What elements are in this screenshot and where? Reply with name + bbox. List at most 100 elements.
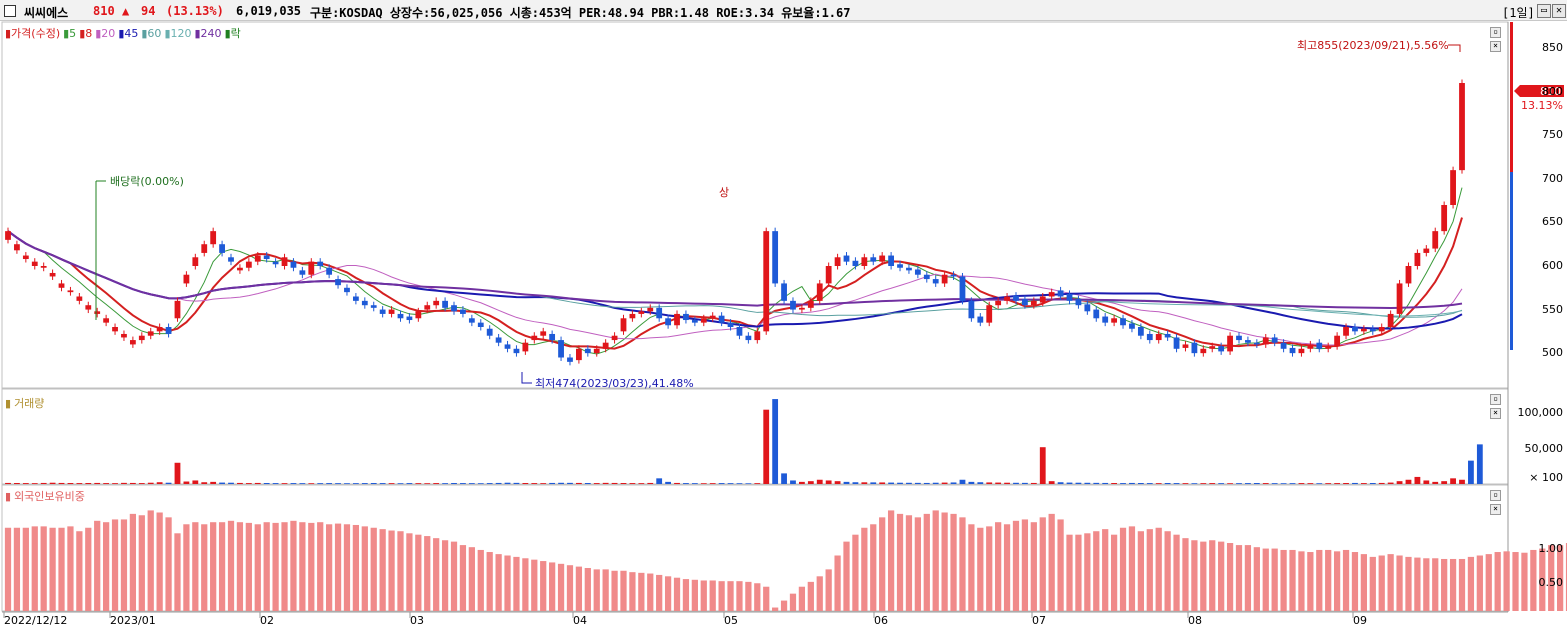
price-tick: 550 [1542,302,1563,316]
foreign-bar [1119,527,1127,611]
volume-bar [49,482,56,484]
foreign-bar [370,527,377,611]
foreign-bar [825,569,832,611]
foreign-bar [1280,549,1287,611]
volume-bar [1253,483,1260,484]
foreign-bar [1173,534,1180,611]
volume-bar [1182,483,1189,484]
volume-bar [1155,483,1162,484]
volume-bar [379,483,386,484]
foreign-bar [4,527,12,611]
candle-body [442,300,448,308]
volume-bar [700,483,707,484]
volume-bar [1450,478,1456,484]
volume-bar [388,483,395,484]
candle-body [335,279,341,286]
candle-body [754,331,761,341]
foreign-bar [1512,552,1519,611]
foreign-bar [540,561,547,611]
price-pane-buttons[interactable]: ▫× [1488,24,1512,52]
volume-bar [263,483,270,484]
volume-bars [5,399,1483,484]
foreign-bar [450,541,458,611]
foreign-bar [308,522,315,611]
candle-body [504,344,511,349]
volume-bar [5,482,11,484]
foreign-bar [424,536,431,611]
volume-bar [1441,481,1448,484]
foreign-bar [290,520,297,611]
candle-body [763,231,770,332]
candle-body [156,327,163,332]
candle-body [1378,327,1385,332]
foreign-bar [1102,529,1109,611]
foreign-bar [807,581,814,611]
candle-body [254,255,261,262]
candle-body [1271,337,1278,343]
candle-body [361,300,368,306]
volume-bar [995,482,1002,484]
candle-body [477,322,484,327]
foreign-pane-buttons[interactable]: ▫× [1488,487,1512,515]
foreign-bar [459,545,467,611]
volume-tick: 100,000 [1517,406,1564,420]
foreign-bar [718,581,725,611]
foreign-bar [870,524,877,611]
volume-bar [914,482,921,484]
foreign-bar [1521,552,1528,611]
foreign-bar [468,547,475,611]
volume-bar [477,483,484,484]
foreign-bar [941,512,948,611]
volume-bar [460,483,466,484]
candle-body [1432,231,1439,249]
candle-body [1200,348,1207,354]
volume-pane-buttons[interactable]: ▫× [1488,391,1512,419]
foreign-bar [1387,554,1394,611]
candle-body [781,283,787,301]
candle-body [513,348,520,354]
candle-body [1227,335,1233,352]
candle-body [1111,318,1118,323]
date-tick: 03 [410,614,424,627]
foreign-bar [406,533,413,611]
foreign-bar [638,572,645,611]
volume-bar [843,481,850,484]
candle-body [861,257,868,266]
candle-body [736,327,743,336]
foreign-bar [522,558,529,611]
maximize-icon[interactable]: ▭ [1537,4,1551,18]
foreign-bar [227,520,235,611]
foreign-bar [1218,541,1225,611]
period-selector[interactable]: [1일] [1502,6,1535,20]
foreign-bar [772,607,779,611]
foreign-bar [727,581,734,611]
volume-bar [326,483,333,484]
candle-body [879,255,886,262]
legend-item: ▮20 [95,27,116,40]
volume-bar [103,483,110,484]
select-checkbox[interactable] [4,5,16,17]
foreign-bar [31,526,38,611]
close-icon[interactable]: ✕ [1552,4,1566,18]
price-tick: 800 [1542,84,1563,98]
candle-body [1450,170,1456,205]
volume-bar [1227,483,1233,484]
moving-averages [7,187,1463,355]
candle-body [1209,346,1216,349]
candle-body [201,244,208,253]
candle-body [1307,344,1314,349]
foreign-bar [1003,524,1011,611]
high-annotation: 최고855(2023/09/21),5.56% [1297,39,1449,52]
candle-body [790,300,796,310]
volume-bar [245,483,252,484]
candle-body [1173,337,1180,349]
candle-body [914,269,921,275]
foreign-legend: ▮ 외국인보유비중 [5,490,85,503]
candle-body [1396,283,1403,314]
volume-bar [816,479,823,484]
foreign-bar [1191,540,1198,611]
volume-bar [1334,483,1341,484]
candle-body [121,333,127,338]
volume-bar [531,483,538,484]
